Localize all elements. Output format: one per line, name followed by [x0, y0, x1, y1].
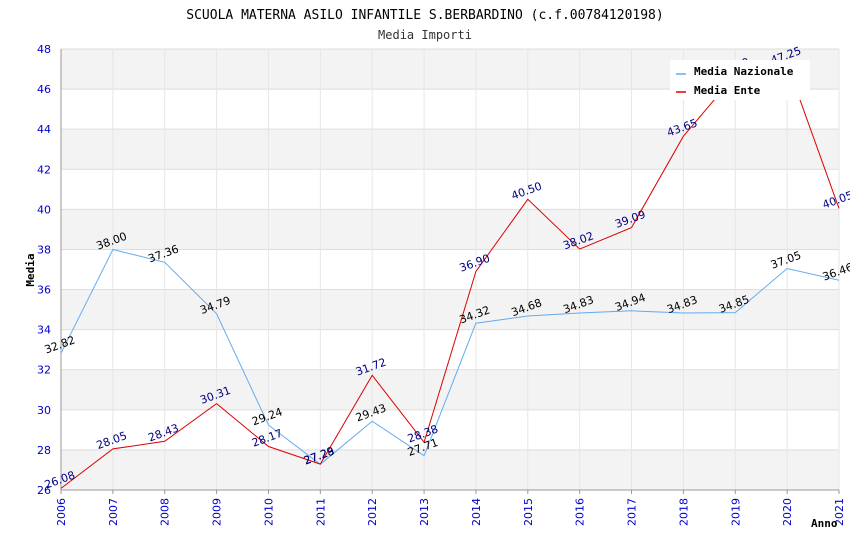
x-tick-label: 2017: [626, 498, 639, 526]
y-tick-label: 48: [37, 43, 51, 56]
x-tick-label: 2015: [522, 498, 535, 526]
series-line-media-ente: [60, 63, 840, 489]
y-tick-label: 44: [37, 123, 51, 136]
y-tick-label: 36: [37, 284, 51, 297]
x-tick-label: 2021: [833, 498, 846, 526]
legend-background: [670, 60, 810, 100]
grid-band: [61, 209, 839, 250]
y-tick-label: 32: [37, 364, 51, 377]
y-tick-labels: 26 28 30 32 34 36 38 40 42 44 46 48: [37, 43, 51, 497]
y-tick-label: 46: [37, 83, 51, 96]
x-tick-label: 2012: [366, 498, 379, 526]
x-tick-label: 2009: [211, 498, 224, 526]
legend-label-media-nazionale: Media Nazionale: [694, 65, 794, 78]
data-label: 36.46: [821, 261, 850, 284]
y-axis-label: Media: [24, 253, 37, 286]
x-tick-label: 2011: [314, 498, 327, 526]
x-tick-label: 2013: [418, 498, 431, 526]
x-axis-label: Anno: [811, 517, 838, 530]
series-line-media-nazionale: [60, 248, 840, 465]
axes: [60, 49, 840, 494]
grid-band: [61, 129, 839, 170]
data-labels: 32.8238.0037.3634.7929.2427.2829.4327.71…: [43, 44, 850, 491]
chart-title: SCUOLA MATERNA ASILO INFANTILE S.BERBARD…: [186, 8, 663, 23]
x-tick-label: 2006: [55, 498, 68, 526]
grid-band: [61, 449, 839, 490]
chart-subtitle: Media Importi: [378, 28, 472, 42]
y-tick-label: 42: [37, 163, 51, 176]
grid-band: [61, 289, 839, 330]
y-tick-label: 34: [37, 324, 51, 337]
data-label: 40.05: [821, 189, 850, 212]
y-tick-label: 30: [37, 404, 51, 417]
data-label: 36.90: [458, 252, 492, 275]
data-label: 37.05: [769, 249, 803, 272]
grid-bands: [61, 49, 839, 490]
x-tick-label: 2020: [781, 498, 794, 526]
legend: Media Nazionale Media Ente: [670, 60, 810, 100]
x-tick-label: 2007: [107, 498, 120, 526]
y-tick-label: 38: [37, 243, 51, 256]
grid-lines: [60, 48, 840, 491]
x-tick-label: 2019: [729, 498, 742, 526]
x-tick-labels: 2006 2007 2008 2009 2010 2011 2012 2013 2014 2015…: [55, 498, 846, 526]
x-tick-label: 2010: [262, 498, 275, 526]
data-label: 40.50: [510, 180, 544, 203]
x-tick-label: 2018: [677, 498, 690, 526]
x-tick-label: 2016: [574, 498, 587, 526]
y-tick-label: 28: [37, 444, 51, 457]
data-label: 28.17: [250, 427, 284, 450]
x-tick-label: 2014: [470, 498, 483, 526]
legend-label-media-ente: Media Ente: [694, 84, 761, 97]
x-tick-label: 2008: [159, 498, 172, 526]
y-tick-label: 26: [37, 484, 51, 497]
data-label: 32.82: [43, 334, 77, 357]
y-tick-label: 40: [37, 203, 51, 216]
series-lines: [60, 63, 840, 489]
data-label: 28.05: [95, 429, 129, 452]
